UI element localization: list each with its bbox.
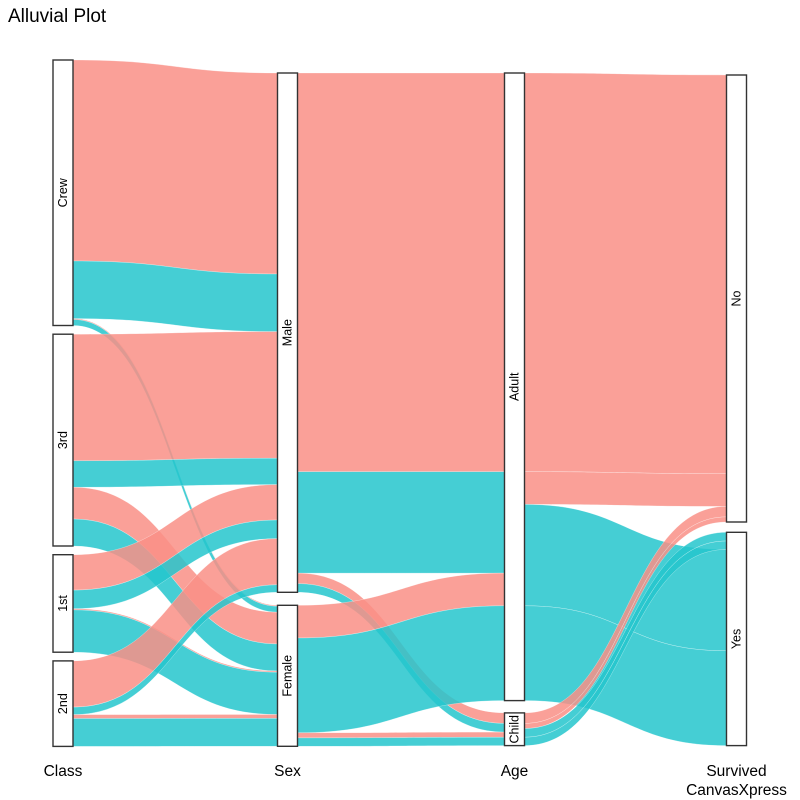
ribbon-Male-Adult-Yes[interactable]	[297, 471, 505, 574]
ribbon-Male-Adult-No[interactable]	[297, 72, 505, 472]
node-box-Yes[interactable]	[725, 531, 748, 747]
axis-label-class: Class	[44, 763, 83, 780]
node-label-Male: Male	[281, 319, 295, 346]
node-label-Crew: Crew	[56, 177, 70, 207]
watermark-canvasxpress: CanvasXpress	[686, 782, 787, 799]
node-box-No[interactable]	[725, 74, 748, 523]
ribbon-Adult-No-No[interactable]	[524, 72, 727, 474]
node-label-Adult: Adult	[508, 372, 522, 401]
node-box-Female[interactable]	[276, 604, 299, 747]
node-box-Male[interactable]	[276, 72, 299, 593]
node-box-3rd[interactable]	[52, 333, 74, 547]
node-label-Child: Child	[508, 715, 522, 744]
ribbon-Adult-No-No[interactable]	[524, 471, 727, 507]
ribbon-3rd-Male-Yes[interactable]	[72, 457, 278, 488]
node-box-Crew[interactable]	[52, 59, 74, 327]
node-label-3rd: 3rd	[56, 431, 70, 449]
ribbon-2nd-Female-Yes[interactable]	[72, 718, 278, 747]
node-label-No: No	[730, 290, 744, 306]
node-label-1st: 1st	[56, 595, 70, 612]
axis-label-survived: Survived	[706, 763, 766, 780]
ribbon-Female-Child-No[interactable]	[297, 731, 505, 739]
ribbon-Crew-Male-No[interactable]	[72, 59, 278, 275]
ribbon-2nd-Female-No[interactable]	[72, 714, 278, 719]
node-box-Adult[interactable]	[503, 72, 526, 702]
node-box-Child[interactable]	[503, 712, 526, 747]
ribbon-3rd-Male-No[interactable]	[72, 331, 278, 462]
node-label-Yes: Yes	[730, 629, 744, 649]
ribbon-Female-Child-Yes[interactable]	[297, 736, 505, 747]
node-label-2nd: 2nd	[56, 693, 70, 714]
node-label-Female: Female	[281, 655, 295, 697]
axis-label-age: Age	[501, 763, 529, 780]
node-box-1st[interactable]	[52, 554, 74, 653]
axis-label-sex: Sex	[274, 763, 301, 780]
chart-title: Alluvial Plot	[8, 6, 107, 27]
node-box-2nd[interactable]	[52, 660, 74, 748]
